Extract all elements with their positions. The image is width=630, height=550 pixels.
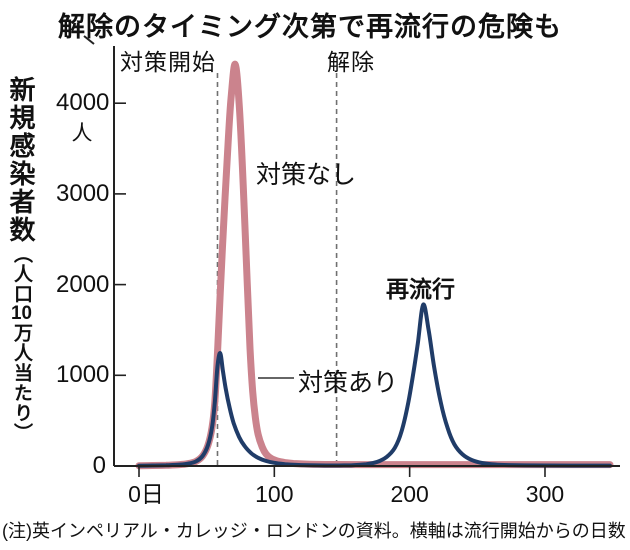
y-tick-label-1000: 1000 [56,361,110,389]
y-axis-label: 新規感染者数（人口10万人当たり） [6,76,36,476]
axes [113,46,620,467]
label-lift: 解除 [327,49,375,75]
x-tick-label-100: 100 [255,481,294,507]
x-tick-label-300: 300 [525,481,565,507]
label-no-measures: 対策なし [256,161,357,189]
label-with-measures: 対策あり [298,369,399,397]
y-axis-label-main: 新規感染者数 [6,76,36,244]
y-tick-label-3000: 3000 [56,179,110,207]
y-tick-label-2000: 2000 [56,270,110,298]
y-tick-label-0: 0 [92,452,106,479]
y-tick-label-4000: 4000 [56,89,110,117]
x-tick-label-0: 0日 [128,481,164,507]
source-note: (注)英インペリアル・カレッジ・ロンドンの資料。横軸は流行開始からの日数 [2,521,626,541]
chart-title: 解除のタイミング次第で再流行の危険も [58,12,562,42]
label-resurgence: 再流行 [386,276,455,302]
y-axis-unit: 人 [71,122,93,145]
y-axis-label-sub: （人口10万人当たり） [11,244,32,443]
curve-no-measures [135,60,614,470]
event-dashed-lines [216,73,338,466]
tick-marks [114,102,546,477]
label-measures-start: 対策開始 [120,49,216,75]
annotation-mark [83,35,95,45]
x-tick-label-200: 200 [390,481,429,507]
